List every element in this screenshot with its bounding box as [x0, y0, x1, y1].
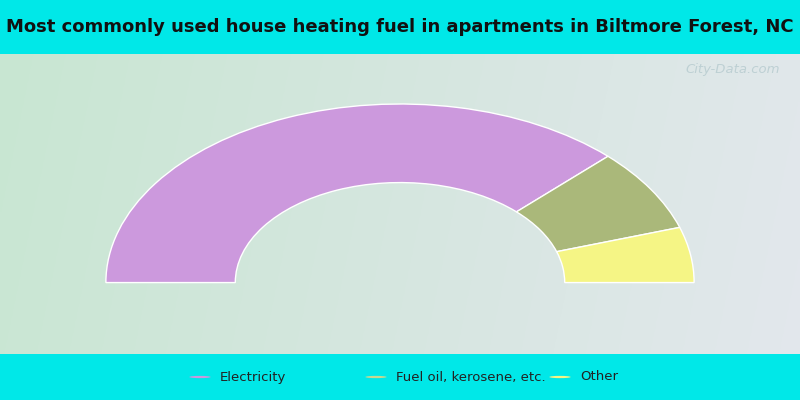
- Text: Fuel oil, kerosene, etc.: Fuel oil, kerosene, etc.: [396, 370, 546, 384]
- Ellipse shape: [190, 376, 210, 378]
- Text: Most commonly used house heating fuel in apartments in Biltmore Forest, NC: Most commonly used house heating fuel in…: [6, 18, 794, 36]
- Text: Other: Other: [580, 370, 618, 384]
- Wedge shape: [106, 104, 608, 282]
- Ellipse shape: [550, 376, 570, 378]
- Ellipse shape: [366, 376, 386, 378]
- Text: City-Data.com: City-Data.com: [686, 63, 780, 76]
- Wedge shape: [517, 156, 680, 252]
- Text: Electricity: Electricity: [220, 370, 286, 384]
- Wedge shape: [557, 227, 694, 282]
